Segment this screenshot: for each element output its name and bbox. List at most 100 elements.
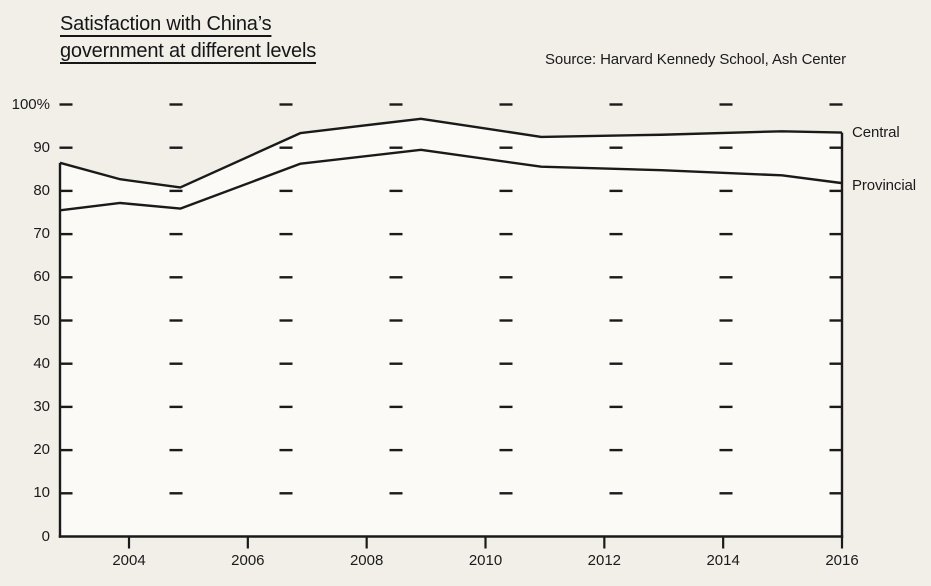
grid-dash xyxy=(609,189,623,193)
grid-dash xyxy=(719,319,733,322)
grid-dash xyxy=(609,276,623,279)
grid-dash xyxy=(829,319,843,322)
grid-dash xyxy=(169,448,183,452)
grid-dash xyxy=(389,492,403,495)
grid-dash xyxy=(279,189,293,193)
grid-dash xyxy=(389,405,403,409)
grid-dash xyxy=(279,405,293,409)
grid-dash xyxy=(829,405,843,409)
grid-dash xyxy=(169,232,183,236)
grid-dash xyxy=(719,405,733,409)
y-axis-label: 20 xyxy=(33,441,50,459)
grid-dash xyxy=(609,232,623,236)
grid-dash xyxy=(59,362,73,365)
grid-dash xyxy=(389,232,403,236)
grid-dash xyxy=(609,448,623,452)
grid-dash xyxy=(169,362,183,365)
grid-dash xyxy=(829,232,843,236)
x-axis-label: 2016 xyxy=(825,552,859,569)
grid-dash xyxy=(59,146,73,149)
grid-dash xyxy=(829,103,843,106)
grid-dash xyxy=(499,103,513,106)
y-axis-label: 100% xyxy=(11,95,50,113)
grid-dash xyxy=(279,103,293,106)
grid-dash xyxy=(279,276,293,279)
central-line xyxy=(59,117,843,189)
grid-dash xyxy=(829,448,843,452)
grid-dash xyxy=(829,276,843,279)
grid-dash xyxy=(499,492,513,495)
grid-dash xyxy=(279,448,293,452)
y-axis-label: 90 xyxy=(33,138,50,156)
grid-dash xyxy=(279,492,293,495)
y-axis-label: 80 xyxy=(33,181,50,199)
grid-dash xyxy=(59,492,73,495)
grid-dash xyxy=(719,189,733,193)
y-axis-label: 60 xyxy=(33,268,50,286)
grid-dash xyxy=(609,362,623,365)
chart-title: Satisfaction with China’s government at … xyxy=(60,11,316,65)
y-axis-label: 0 xyxy=(41,527,50,545)
grid-dash xyxy=(279,232,293,236)
grid-dash xyxy=(59,103,73,106)
grid-dash xyxy=(609,146,623,149)
y-axis-label: 10 xyxy=(33,484,50,502)
x-axis-label: 2004 xyxy=(112,552,146,569)
grid-dash xyxy=(719,362,733,365)
grid-dash xyxy=(829,189,843,193)
grid-dash xyxy=(389,448,403,452)
grid-dash xyxy=(499,276,513,279)
grid-dash xyxy=(59,232,73,236)
grid-dash xyxy=(499,319,513,322)
grid-dash xyxy=(279,319,293,322)
grid-dash xyxy=(719,146,733,149)
grid-dash xyxy=(59,448,73,452)
provincial-line xyxy=(59,148,843,212)
y-axis-label: 70 xyxy=(33,225,50,243)
grid-dash xyxy=(169,189,183,193)
grid-dash xyxy=(169,276,183,279)
grid-dash xyxy=(389,146,403,149)
chart-title-line1: Satisfaction with China’s xyxy=(60,13,272,35)
grid-dash xyxy=(169,319,183,322)
grid-dash xyxy=(829,362,843,365)
grid-dash xyxy=(169,103,183,106)
grid-dash xyxy=(829,146,843,149)
grid-dash xyxy=(389,362,403,365)
grid-dash xyxy=(499,189,513,193)
grid-dash xyxy=(59,189,73,193)
grid-dash xyxy=(59,405,73,409)
grid-dash xyxy=(609,405,623,409)
grid-dash xyxy=(719,492,733,495)
grid-dash xyxy=(719,232,733,236)
source-credit: Source: Harvard Kennedy School, Ash Cent… xyxy=(545,51,846,68)
grid-dash xyxy=(59,276,73,279)
chart-title-line2: government at different levels xyxy=(60,40,317,62)
grid-dash xyxy=(169,492,183,495)
grid-dash xyxy=(389,189,403,193)
grid-dash xyxy=(499,362,513,365)
x-axis-label: 2014 xyxy=(706,552,740,569)
grid-dash xyxy=(719,276,733,279)
grid-dash xyxy=(609,492,623,495)
x-axis-label: 2010 xyxy=(468,552,503,569)
grid-dash xyxy=(719,103,733,106)
grid-dash xyxy=(829,492,843,495)
grid-dash xyxy=(59,319,73,322)
grid-dash xyxy=(499,146,513,149)
grid-dash xyxy=(279,362,293,365)
grid-dash xyxy=(499,405,513,409)
grid-dash xyxy=(389,103,403,106)
y-axis-label: 50 xyxy=(33,311,50,329)
grid-dash xyxy=(389,319,403,322)
grid-dash xyxy=(169,405,183,409)
grid-dash xyxy=(499,448,513,452)
x-axis-label: 2008 xyxy=(349,552,384,569)
grid-dash xyxy=(609,103,623,106)
grid-dash xyxy=(609,319,623,322)
grid-dash xyxy=(389,276,403,279)
grid-dash xyxy=(169,146,183,149)
y-axis-label: 30 xyxy=(33,397,50,415)
